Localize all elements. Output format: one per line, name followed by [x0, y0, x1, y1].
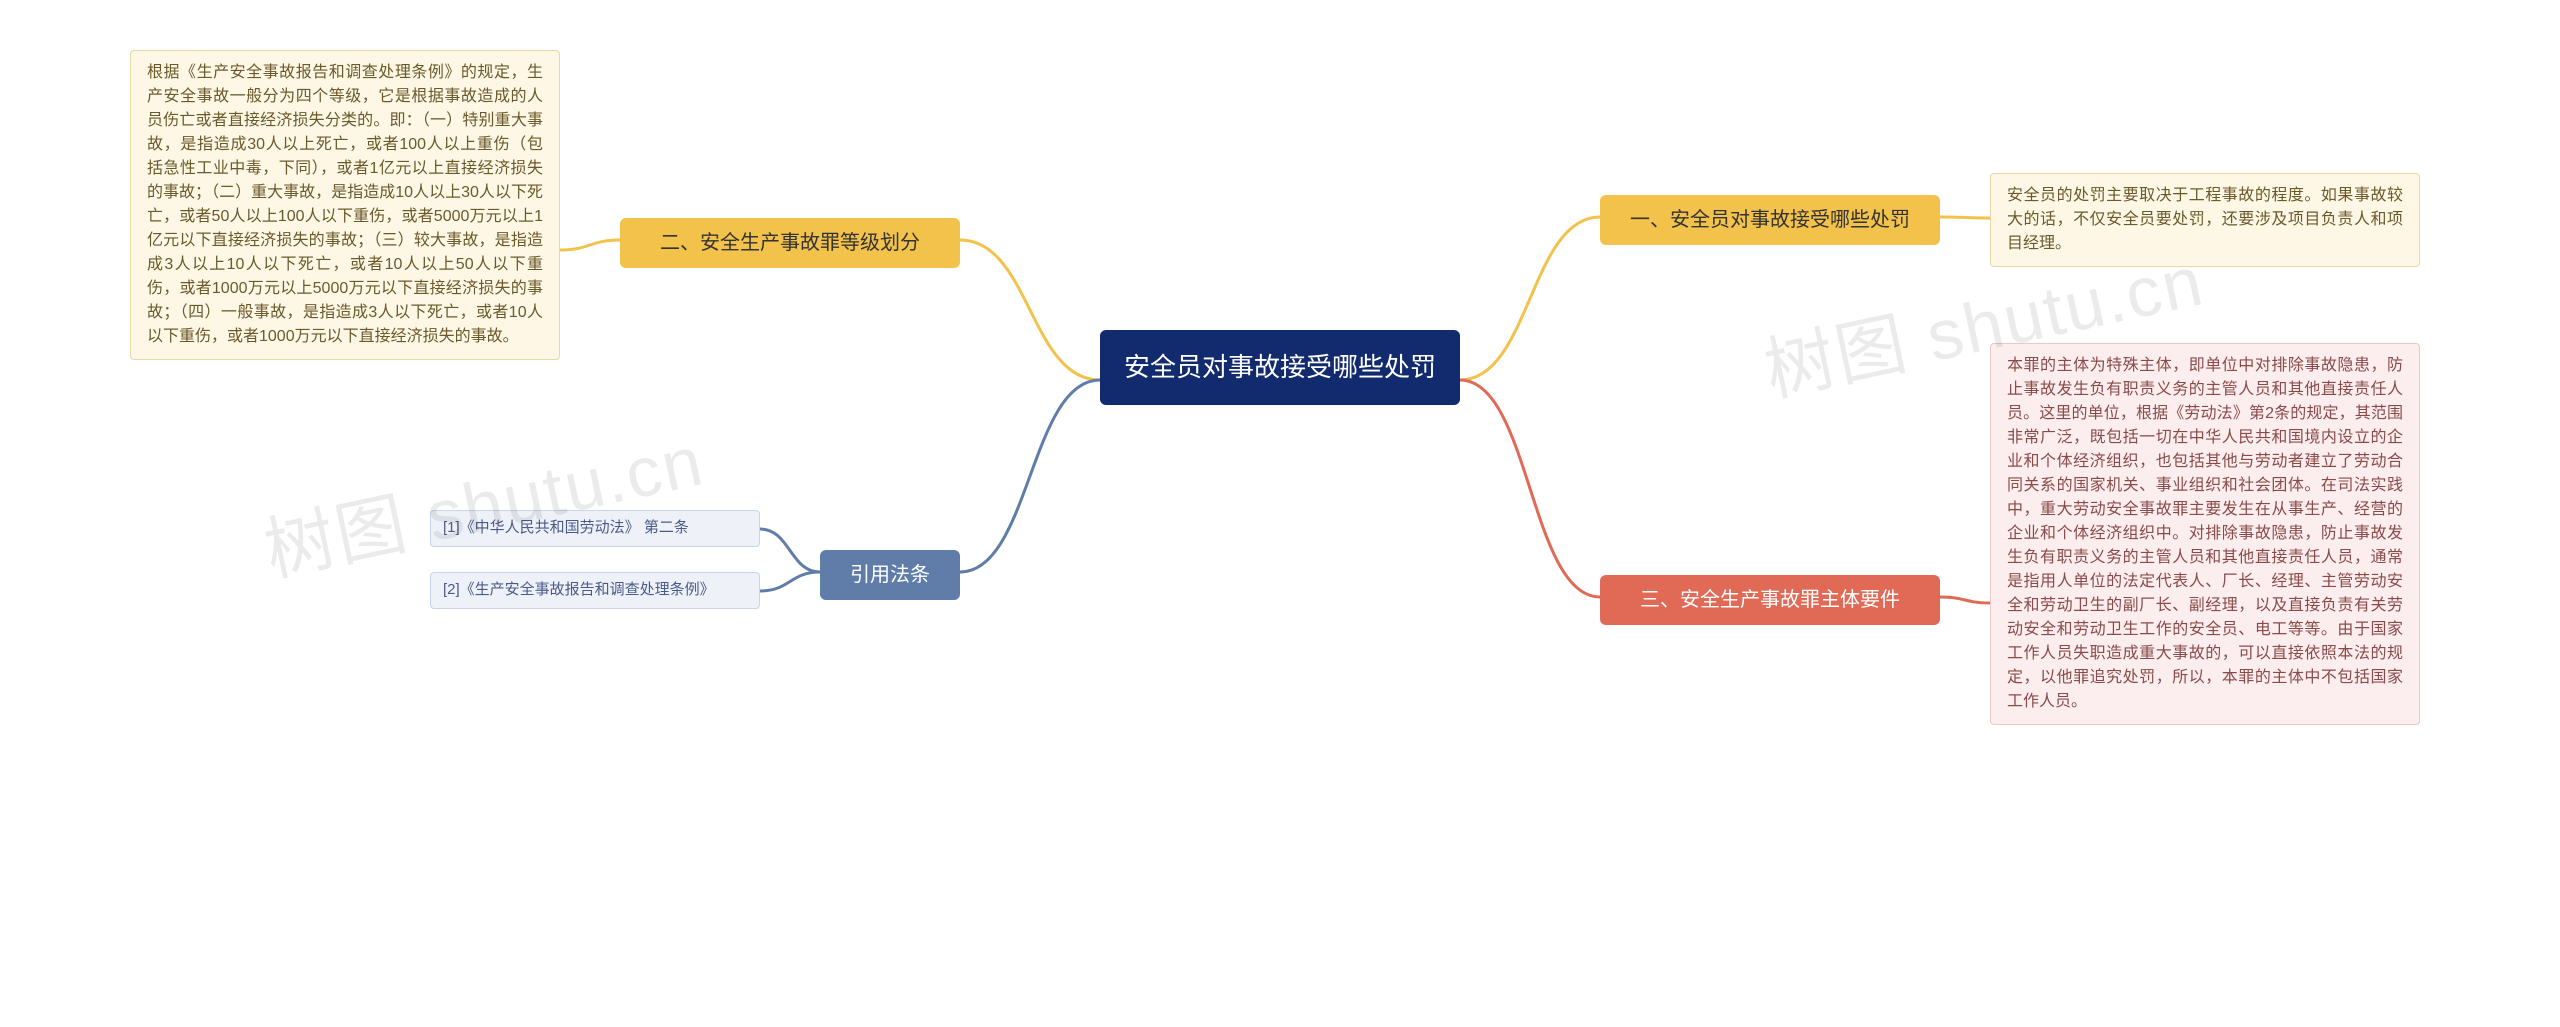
- watermark: 树图 shutu.cn: [254, 405, 711, 597]
- branch-1[interactable]: 一、安全员对事故接受哪些处罚: [1600, 195, 1940, 245]
- branch-2[interactable]: 三、安全生产事故罪主体要件: [1600, 575, 1940, 625]
- leaf-1: 安全员的处罚主要取决于工程事故的程度。如果事故较大的话，不仅安全员要处罚，还要涉…: [1990, 173, 2420, 267]
- branch-3[interactable]: 二、安全生产事故罪等级划分: [620, 218, 960, 268]
- leaf-2: 本罪的主体为特殊主体，即单位中对排除事故隐患，防止事故发生负有职责义务的主管人员…: [1990, 343, 2420, 725]
- leaf-3: 根据《生产安全事故报告和调查处理条例》的规定，生产安全事故一般分为四个等级，它是…: [130, 50, 560, 360]
- branch-4[interactable]: 引用法条: [820, 550, 960, 600]
- leaf-4b: [2]《生产安全事故报告和调查处理条例》: [430, 572, 760, 609]
- leaf-4a: [1]《中华人民共和国劳动法》 第二条: [430, 510, 760, 547]
- root-node[interactable]: 安全员对事故接受哪些处罚: [1100, 330, 1460, 405]
